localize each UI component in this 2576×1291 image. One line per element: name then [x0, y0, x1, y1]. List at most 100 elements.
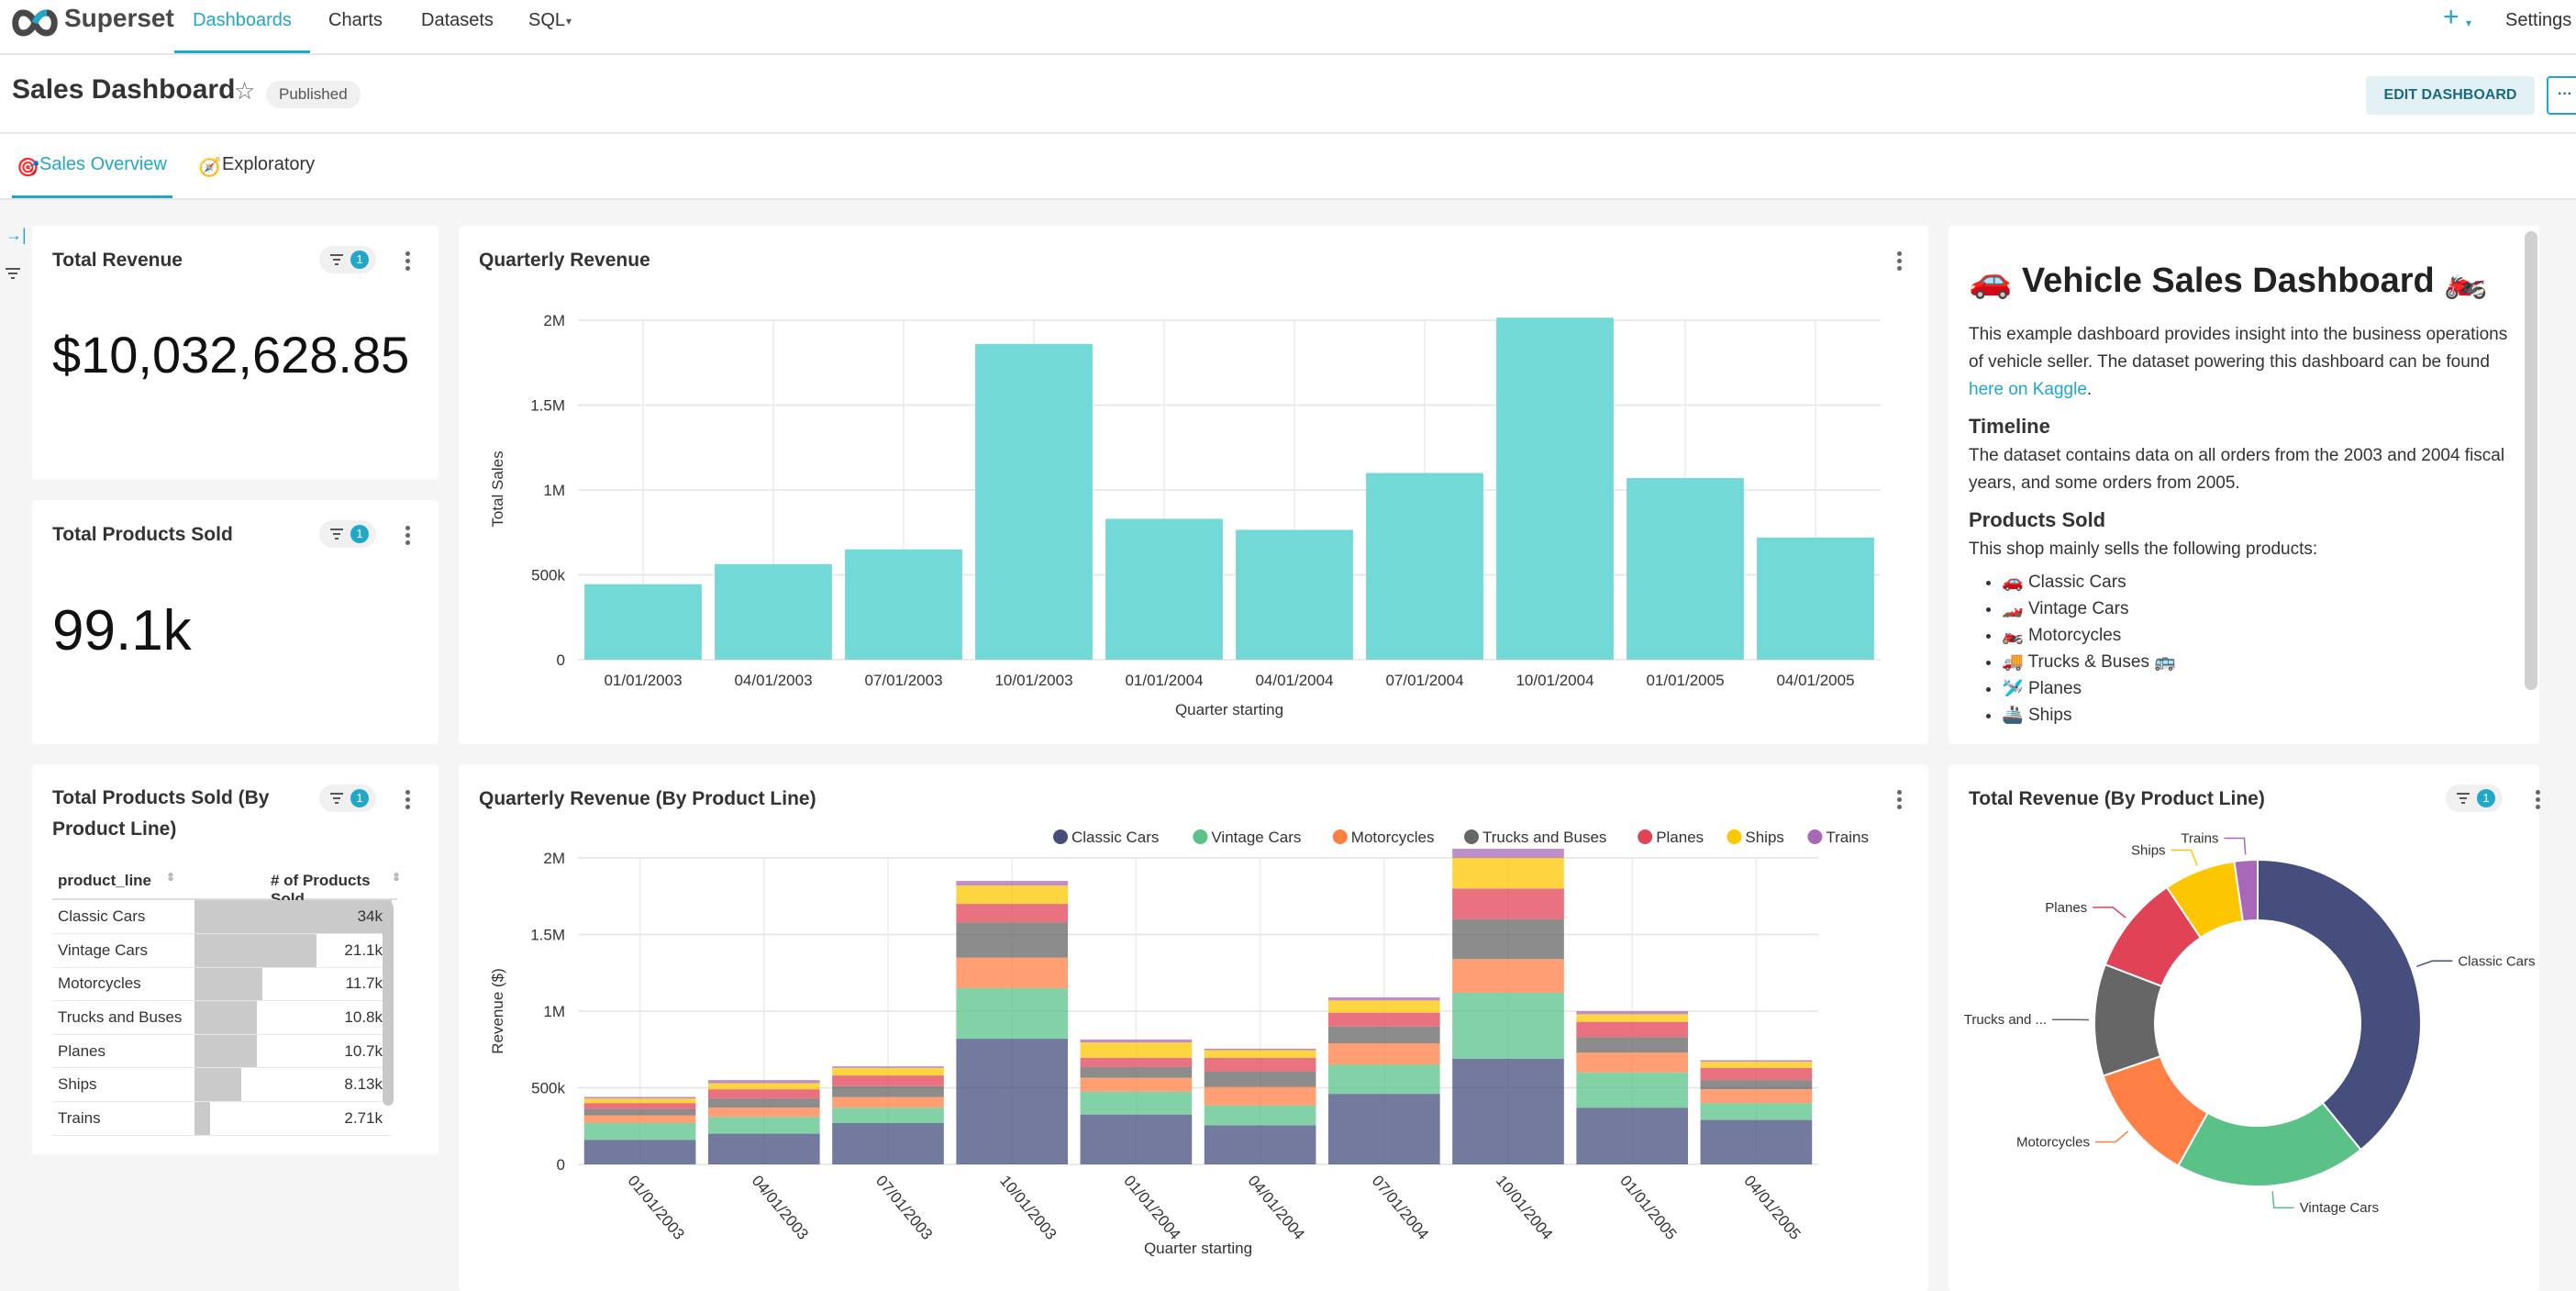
ship-icon: 🚢	[2002, 706, 2024, 725]
table-row[interactable]: Trucks and Buses 10.8k	[52, 1000, 392, 1035]
kaggle-link[interactable]: here on Kaggle	[1969, 380, 2087, 399]
card-menu-icon[interactable]	[404, 790, 411, 812]
filter-indicator[interactable]: 1	[2446, 785, 2503, 812]
nav-dashboards[interactable]: Dashboards	[174, 0, 310, 53]
stacked-segment	[707, 1098, 820, 1108]
stacked-segment	[583, 1140, 696, 1164]
list-item: 🏎️ Vintage Cars	[2002, 595, 2519, 622]
sql-chevron-down-icon[interactable]: ▾	[566, 15, 572, 28]
col-header-product-line[interactable]: product_line	[58, 872, 152, 889]
cell-products-sold: 10.8k	[194, 1000, 392, 1035]
superset-logo-icon[interactable]	[9, 9, 61, 37]
more-actions-button[interactable]: ···	[2547, 76, 2576, 115]
y-tick-label: 500k	[531, 1080, 565, 1097]
card-menu-icon[interactable]	[404, 526, 411, 548]
slice-label-line	[2094, 1130, 2129, 1143]
big-number: 99.1k	[52, 599, 192, 662]
sort-icon[interactable]: ⇕	[166, 871, 176, 884]
slice-label-line	[2093, 907, 2126, 918]
stacked-segment	[1700, 1060, 1813, 1063]
stacked-segment	[956, 1039, 1069, 1164]
card-title: Quarterly Revenue	[479, 250, 650, 271]
plus-chevron-down-icon[interactable]: ▾	[2466, 17, 2472, 29]
card-menu-icon[interactable]	[1895, 251, 1903, 273]
scrollbar[interactable]	[383, 902, 394, 1106]
card-menu-icon[interactable]	[404, 251, 411, 273]
tab-exploratory[interactable]: 🧭 Exploratory	[198, 134, 345, 198]
legend-marker	[1053, 829, 1068, 844]
stacked-segment	[1452, 848, 1564, 858]
edit-dashboard-button[interactable]: EDIT DASHBOARD	[2366, 76, 2535, 115]
scrollbar[interactable]	[2525, 231, 2537, 690]
slice-label: Motorcycles	[2016, 1135, 2090, 1151]
stacked-segment	[1204, 1050, 1316, 1058]
filter-icon[interactable]	[4, 266, 22, 281]
cell-value: 2.71k	[344, 1108, 383, 1127]
legend-label: Trains	[1826, 829, 1869, 846]
plane-icon: 🛩️	[2002, 679, 2024, 698]
nav-datasets[interactable]: Datasets	[421, 10, 494, 30]
stacked-segment	[1327, 1012, 1440, 1027]
x-tick-label: 10/01/2004	[1516, 672, 1593, 689]
expand-filters-icon[interactable]: →|	[6, 226, 27, 244]
stacked-segment	[707, 1117, 820, 1134]
page-title[interactable]: Sales Dashboard	[12, 74, 236, 105]
x-tick-label: 04/01/2004	[1255, 672, 1333, 689]
cell-product-line: Classic Cars	[52, 900, 194, 935]
stacked-segment	[832, 1107, 944, 1123]
nav-charts[interactable]: Charts	[328, 10, 383, 30]
cell-value: 21.1k	[344, 940, 383, 959]
stacked-segment	[1204, 1071, 1316, 1087]
card-menu-icon[interactable]	[1895, 790, 1903, 812]
bar	[1366, 473, 1483, 660]
markdown-heading: 🚗 Vehicle Sales Dashboard 🏍️	[1969, 261, 2488, 301]
x-tick-label: 01/01/2005	[1616, 1172, 1680, 1242]
stacked-segment	[1204, 1048, 1316, 1051]
stacked-segment	[1452, 918, 1564, 960]
list-item: 🚗 Classic Cars	[2002, 569, 2519, 595]
stacked-segment	[1700, 1089, 1813, 1104]
legend-marker	[1807, 829, 1823, 844]
cell-value: 11.7k	[345, 974, 383, 993]
status-badge[interactable]: Published	[266, 81, 361, 108]
table-row[interactable]: Motorcycles 11.7k	[52, 967, 392, 1002]
star-icon[interactable]: ☆	[234, 77, 256, 105]
filter-indicator[interactable]: 1	[319, 785, 376, 812]
table-row[interactable]: Vintage Cars 21.1k	[52, 933, 392, 968]
table-row[interactable]: Ships 8.13k	[52, 1067, 392, 1103]
legend-marker	[1727, 829, 1742, 844]
sort-icon[interactable]: ⇕	[392, 871, 402, 884]
legend-marker	[1332, 829, 1348, 844]
filter-indicator[interactable]: 1	[319, 246, 376, 273]
x-tick-label: 07/01/2003	[864, 672, 942, 689]
table-row[interactable]: Classic Cars 34k	[52, 900, 392, 935]
stacked-segment	[1452, 959, 1564, 993]
x-tick-label: 07/01/2004	[1369, 1172, 1432, 1242]
brand-name[interactable]: Superset	[64, 4, 174, 32]
cell-product-line: Vintage Cars	[52, 933, 194, 968]
donut-chart: Classic Cars Vintage Cars Motorcycles Truck…	[1964, 831, 2536, 1217]
stacked-segment	[1452, 858, 1564, 889]
table-row[interactable]: Trains 2.71k	[52, 1101, 392, 1136]
card-menu-icon[interactable]	[2534, 790, 2541, 812]
legend-label: Vintage Cars	[1211, 829, 1301, 846]
cell-bar	[194, 934, 317, 967]
nav-sql[interactable]: SQL	[528, 10, 566, 30]
legend-label: Motorcycles	[1351, 829, 1435, 846]
legend-marker	[1193, 829, 1208, 844]
y-tick-label: 0	[557, 651, 565, 669]
bar	[715, 563, 832, 660]
cell-products-sold: 2.71k	[194, 1101, 392, 1136]
x-tick-label: 01/01/2005	[1646, 672, 1724, 689]
plus-icon[interactable]: +	[2443, 2, 2459, 32]
table-row[interactable]: Planes 10.7k	[52, 1034, 392, 1069]
filter-indicator[interactable]: 1	[319, 520, 376, 548]
stacked-segment	[956, 922, 1069, 958]
bar	[1496, 317, 1614, 660]
timeline-heading: Timeline	[1969, 415, 2050, 438]
bar	[1236, 529, 1353, 660]
tab-sales-overview[interactable]: 🎯 Sales Overview	[12, 134, 172, 198]
nav-settings[interactable]: Settings	[2505, 10, 2572, 30]
cell-bar	[194, 900, 392, 934]
list-item: 🛩️ Planes	[2002, 675, 2519, 702]
